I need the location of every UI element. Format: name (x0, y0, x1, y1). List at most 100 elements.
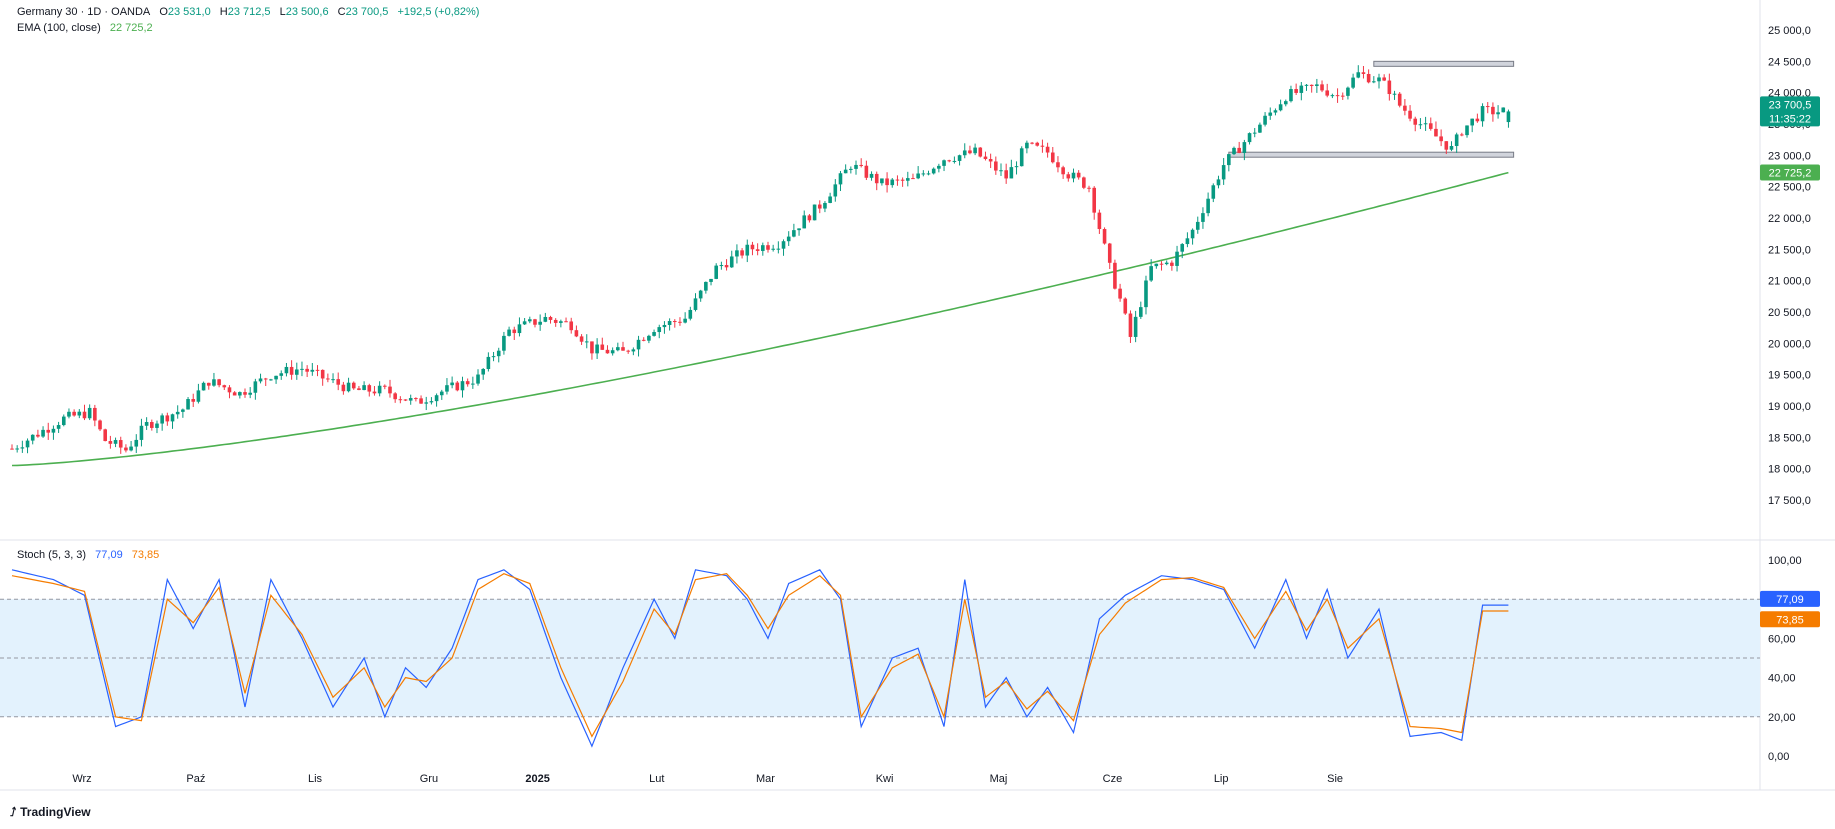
candle-body[interactable] (61, 416, 66, 426)
candle-body[interactable] (843, 169, 848, 174)
candle-body[interactable] (931, 168, 936, 174)
range-zone[interactable] (1373, 60, 1515, 67)
candle-body[interactable] (206, 382, 211, 386)
candle-body[interactable] (999, 170, 1003, 172)
candle-body[interactable] (1304, 84, 1309, 86)
candle-body[interactable] (1366, 73, 1371, 83)
candle-body[interactable] (911, 178, 915, 180)
candle-body[interactable] (403, 399, 408, 401)
candle-body[interactable] (258, 378, 263, 382)
candle-body[interactable] (1123, 298, 1128, 314)
candle-body[interactable] (1501, 107, 1506, 113)
stoch-legend[interactable]: Stoch (5, 3, 3) 77,09 73,85 (17, 548, 165, 563)
last-price-badge[interactable] (1760, 96, 1820, 127)
candle-body[interactable] (10, 448, 14, 450)
candle-body[interactable] (916, 173, 920, 179)
candle-body[interactable] (1496, 112, 1500, 115)
candle-body[interactable] (786, 236, 791, 242)
candle-body[interactable] (1252, 132, 1257, 134)
candle-body[interactable] (471, 383, 475, 385)
candle-body[interactable] (46, 429, 51, 433)
candle-body[interactable] (1082, 177, 1086, 188)
candle-body[interactable] (408, 398, 413, 401)
candle-body[interactable] (305, 368, 309, 372)
candle-body[interactable] (72, 411, 76, 416)
candle-body[interactable] (792, 230, 796, 237)
candle-body[interactable] (1061, 167, 1065, 175)
candle-body[interactable] (553, 319, 558, 323)
candle-body[interactable] (269, 379, 273, 381)
candle-body[interactable] (1356, 72, 1361, 78)
candle-body[interactable] (962, 150, 967, 156)
candle-body[interactable] (77, 411, 82, 416)
candle-body[interactable] (139, 425, 144, 440)
candle-body[interactable] (807, 215, 812, 221)
candle-body[interactable] (476, 374, 480, 384)
candle-body[interactable] (1128, 313, 1133, 337)
candle-body[interactable] (652, 332, 656, 336)
candle-body[interactable] (294, 369, 299, 375)
candle-body[interactable] (134, 439, 139, 447)
candle-body[interactable] (1444, 141, 1449, 150)
candle-body[interactable] (874, 173, 879, 184)
candle-body[interactable] (621, 347, 625, 351)
candle-body[interactable] (1004, 170, 1008, 179)
tradingview-brand[interactable]: ⭜ TradingView (10, 805, 91, 819)
candle-body[interactable] (647, 335, 651, 341)
candle-body[interactable] (761, 245, 765, 251)
candle-body[interactable] (274, 375, 278, 380)
candle-body[interactable] (1480, 106, 1485, 122)
candle-body[interactable] (1056, 162, 1060, 168)
candle-body[interactable] (341, 384, 346, 392)
candle-body[interactable] (87, 407, 92, 419)
candle-body[interactable] (150, 422, 154, 428)
candle-body[interactable] (605, 349, 610, 354)
candle-body[interactable] (942, 160, 946, 166)
candle-body[interactable] (1154, 263, 1159, 267)
candle-body[interactable] (1485, 106, 1490, 108)
candle-body[interactable] (538, 321, 542, 325)
candle-body[interactable] (186, 399, 190, 410)
candle-body[interactable] (118, 440, 123, 448)
candle-body[interactable] (528, 319, 532, 322)
stoch-d-line[interactable] (11, 573, 1509, 738)
candle-body[interactable] (351, 382, 356, 389)
candle-body[interactable] (238, 392, 242, 396)
candle-body[interactable] (1221, 165, 1226, 180)
stoch-k-line[interactable] (11, 569, 1509, 748)
candle-body[interactable] (864, 165, 869, 178)
candle-body[interactable] (641, 339, 646, 341)
candle-body[interactable] (320, 369, 325, 379)
candle-body[interactable] (367, 385, 372, 392)
candle-body[interactable] (108, 441, 113, 444)
candle-body[interactable] (1014, 166, 1019, 168)
candle-body[interactable] (15, 448, 19, 450)
candle-body[interactable] (1428, 123, 1433, 129)
candle-body[interactable] (502, 335, 506, 351)
candle-body[interactable] (465, 381, 470, 385)
candle-body[interactable] (1309, 84, 1314, 87)
candle-body[interactable] (1102, 229, 1107, 244)
candle-body[interactable] (1397, 93, 1402, 106)
candle-body[interactable] (895, 179, 900, 181)
ema-legend[interactable]: EMA (100, close) 22 725,2 (17, 21, 159, 36)
candle-body[interactable] (812, 204, 817, 221)
candle-body[interactable] (30, 434, 35, 441)
candle-body[interactable] (610, 350, 615, 354)
candle-body[interactable] (517, 324, 522, 334)
candle-body[interactable] (1413, 118, 1418, 125)
candle-body[interactable] (486, 356, 491, 370)
candle-body[interactable] (429, 401, 434, 403)
candle-body[interactable] (1289, 89, 1293, 102)
candle-body[interactable] (1040, 145, 1045, 147)
candle-body[interactable] (398, 399, 403, 401)
candle-body[interactable] (1454, 134, 1459, 147)
candle-body[interactable] (978, 147, 983, 157)
candle-body[interactable] (439, 391, 444, 396)
candle-body[interactable] (310, 369, 315, 372)
range-zone[interactable] (1228, 151, 1515, 158)
candle-body[interactable] (1470, 118, 1474, 126)
candle-body[interactable] (1139, 307, 1143, 317)
candle-body[interactable] (1351, 77, 1355, 88)
candle-body[interactable] (1195, 221, 1200, 230)
